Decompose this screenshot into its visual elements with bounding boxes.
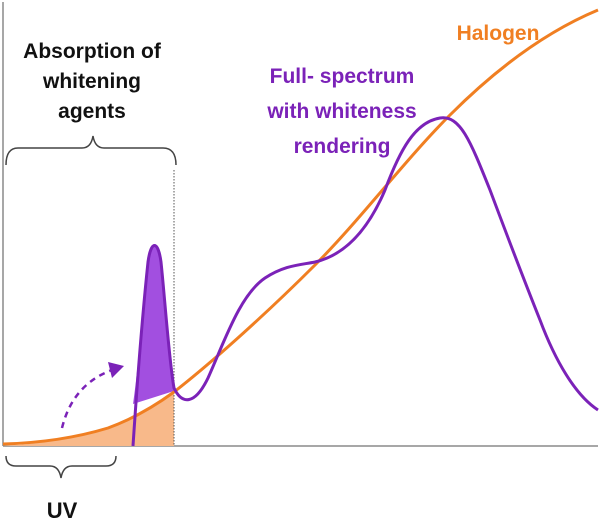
whitening-peak-fill-area [133,245,174,404]
absorption-label-line1: Absorption of [23,40,162,63]
absorption-label-line2: whitening [42,70,141,93]
full-spectrum-label-line2: with whiteness [266,100,416,123]
absorption-label-line3: agents [58,100,126,123]
full-spectrum-curve [131,116,599,447]
uv-brace [5,455,117,479]
uv-label: UV [47,498,78,523]
absorption-brace [5,135,177,166]
excitation-arrowhead-icon [108,362,124,378]
halogen-label: Halogen [457,22,540,45]
full-spectrum-label-line1: Full- spectrum [270,65,415,88]
halogen-uv-fill-area [3,392,174,446]
excitation-dashed-arrow [60,368,113,429]
full-spectrum-label-line3: rendering [294,135,391,158]
halogen-curve [2,8,599,446]
